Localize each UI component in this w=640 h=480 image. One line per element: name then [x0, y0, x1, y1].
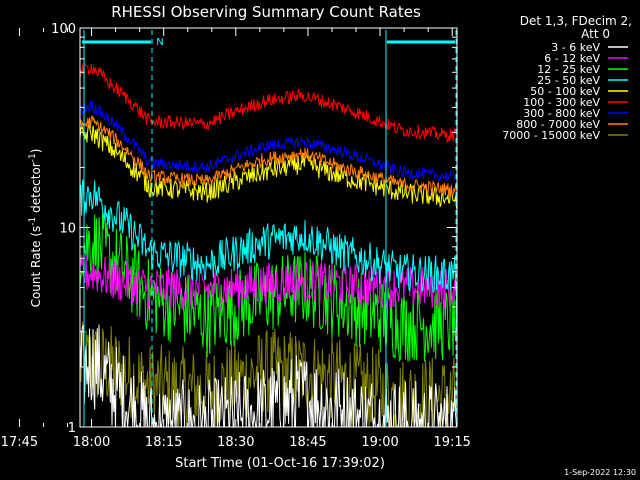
x-tick-label-2: 18:15: [145, 435, 182, 450]
y-tick-label-0: 1: [68, 421, 76, 436]
y-tick-label-1: 10: [59, 222, 76, 237]
plot-frame: [79, 27, 458, 428]
series-line-7: [79, 115, 457, 197]
x-tick-label-1: 18:00: [73, 435, 110, 450]
x-axis-label: Start Time (01-Oct-16 17:39:02): [175, 456, 385, 471]
legend-label-5: 100 - 300 keV: [523, 96, 600, 109]
series-line-5: [79, 61, 457, 143]
legend-label-2: 12 - 25 keV: [537, 63, 600, 76]
legend-label-7: 800 - 7000 keV: [516, 118, 600, 131]
series-line-3: [79, 179, 457, 293]
plot-area: 17:45 18:00 18:15 18:30 18:45 19:00 19:15 1 10 10…: [1, 22, 471, 450]
legend-label-8: 7000 - 15000 keV: [502, 129, 600, 142]
legend-header-line-1: Det 1,3, FDecim 2,: [520, 14, 632, 28]
chart-title: RHESSI Observing Summary Count Rates: [111, 3, 421, 21]
series-line-6: [79, 100, 457, 182]
series-line-0: [79, 323, 457, 429]
series-line-2: [79, 212, 457, 362]
y-axis-label: Count Rate (s-1 detector-1): [28, 149, 43, 308]
y-tick-label-2: 100: [51, 22, 76, 37]
series-line-4: [79, 122, 457, 209]
footer-date: 1-Sep-2022 12:30: [564, 468, 636, 477]
x-tick-label-4: 18:45: [289, 435, 326, 450]
x-tick-label-6: 19:15: [433, 435, 470, 450]
series-line-1: [79, 254, 457, 311]
legend-label-6: 300 - 800 keV: [523, 107, 600, 120]
x-tick-label-0: 17:45: [1, 435, 38, 450]
annotation-n: N: [156, 37, 163, 48]
x-tick-label-5: 19:00: [361, 435, 398, 450]
legend-label-0: 3 - 6 keV: [551, 41, 600, 54]
x-tick-label-3: 18:30: [217, 435, 254, 450]
legend-header-line-2: Att 0: [581, 27, 610, 41]
legend-label-4: 50 - 100 keV: [530, 85, 600, 98]
legend-label-3: 25 - 50 keV: [537, 74, 600, 87]
legend-label-1: 6 - 12 keV: [544, 52, 600, 65]
